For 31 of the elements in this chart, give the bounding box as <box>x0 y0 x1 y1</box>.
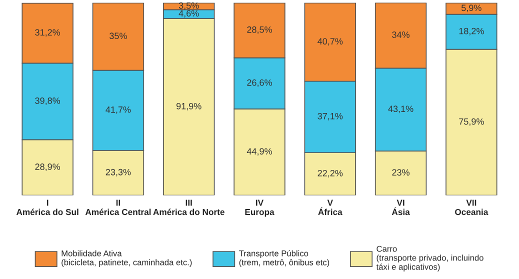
data-label: 23,3% <box>106 168 131 176</box>
data-label: 31,2% <box>35 29 60 37</box>
data-label: 44,9% <box>246 148 272 156</box>
data-label: 34% <box>392 32 410 38</box>
data-label: 18,2% <box>459 28 484 36</box>
x-tick-label: I América do Sul <box>16 200 78 216</box>
data-label: 4,6% <box>178 10 199 18</box>
data-label: 22,2% <box>318 170 343 178</box>
data-label: 41,7% <box>106 106 131 114</box>
data-label: 28,5% <box>247 26 272 34</box>
data-label: 26,6% <box>247 79 272 87</box>
x-tick-label: IV Europa <box>245 200 274 217</box>
data-label: 39,8% <box>35 97 60 105</box>
data-label: 23% <box>392 169 410 176</box>
legend-label: Transporte Público (trem, metrô, ônibus etc) <box>239 250 330 268</box>
data-label: 43,1% <box>388 106 414 114</box>
x-tick-label: II América Central <box>85 200 151 216</box>
data-label: 5,9% <box>462 4 482 12</box>
data-label: 28,9% <box>35 164 60 171</box>
x-tick-label: VI Ásia <box>392 200 410 216</box>
x-tick-label: III América do Norte <box>153 200 224 216</box>
data-label: 75,9% <box>459 118 484 126</box>
legend-label: Carro (transporte privado, incluindo táxi e aplicativos) <box>376 246 484 272</box>
data-label: 91,9% <box>176 102 202 110</box>
data-label: 3,5% <box>178 2 199 10</box>
data-label: 37,1% <box>318 112 343 120</box>
x-tick-label: V África <box>318 200 342 216</box>
data-label: 40,7% <box>318 38 343 46</box>
x-tick-label: VII Oceania <box>455 200 488 216</box>
legend-label: Mobilidade Ativa (bicicleta, patinete, caminhada etc.) <box>62 250 192 267</box>
data-label: 35% <box>110 32 127 40</box>
